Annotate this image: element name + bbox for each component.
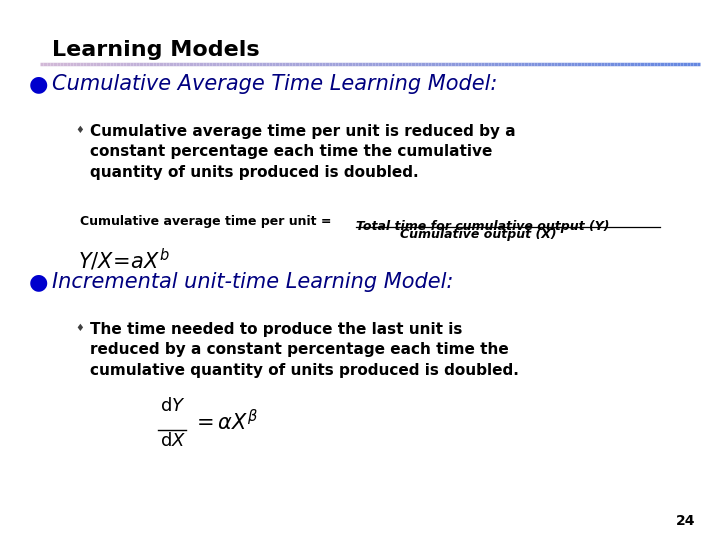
Text: 24: 24 [675,514,695,528]
Text: $= \alpha \mathit{X}^{\beta}$: $= \alpha \mathit{X}^{\beta}$ [192,409,258,435]
Text: Incremental unit-time Learning Model:: Incremental unit-time Learning Model: [52,272,454,292]
Text: $\mathrm{d}\mathit{X}$: $\mathrm{d}\mathit{X}$ [160,432,186,450]
Text: Total time for cumulative output (Y): Total time for cumulative output (Y) [356,220,610,233]
Text: Cumulative Average Time Learning Model:: Cumulative Average Time Learning Model: [52,74,498,94]
Text: Learning Models: Learning Models [52,40,260,60]
Text: Cumulative average time per unit is reduced by a
constant percentage each time t: Cumulative average time per unit is redu… [90,124,516,180]
Text: Cumulative output (X): Cumulative output (X) [400,228,557,241]
Text: ●: ● [28,74,48,94]
Text: ♦: ♦ [76,323,84,333]
Text: $\mathrm{d}\mathit{Y}$: $\mathrm{d}\mathit{Y}$ [160,397,186,415]
Text: ♦: ♦ [76,125,84,135]
Text: ●: ● [28,272,48,292]
Text: The time needed to produce the last unit is
reduced by a constant percentage eac: The time needed to produce the last unit… [90,322,519,378]
Text: $\mathit{Y/X\!=\!aX^b}$: $\mathit{Y/X\!=\!aX^b}$ [78,247,170,273]
Text: Cumulative average time per unit =: Cumulative average time per unit = [80,215,331,228]
